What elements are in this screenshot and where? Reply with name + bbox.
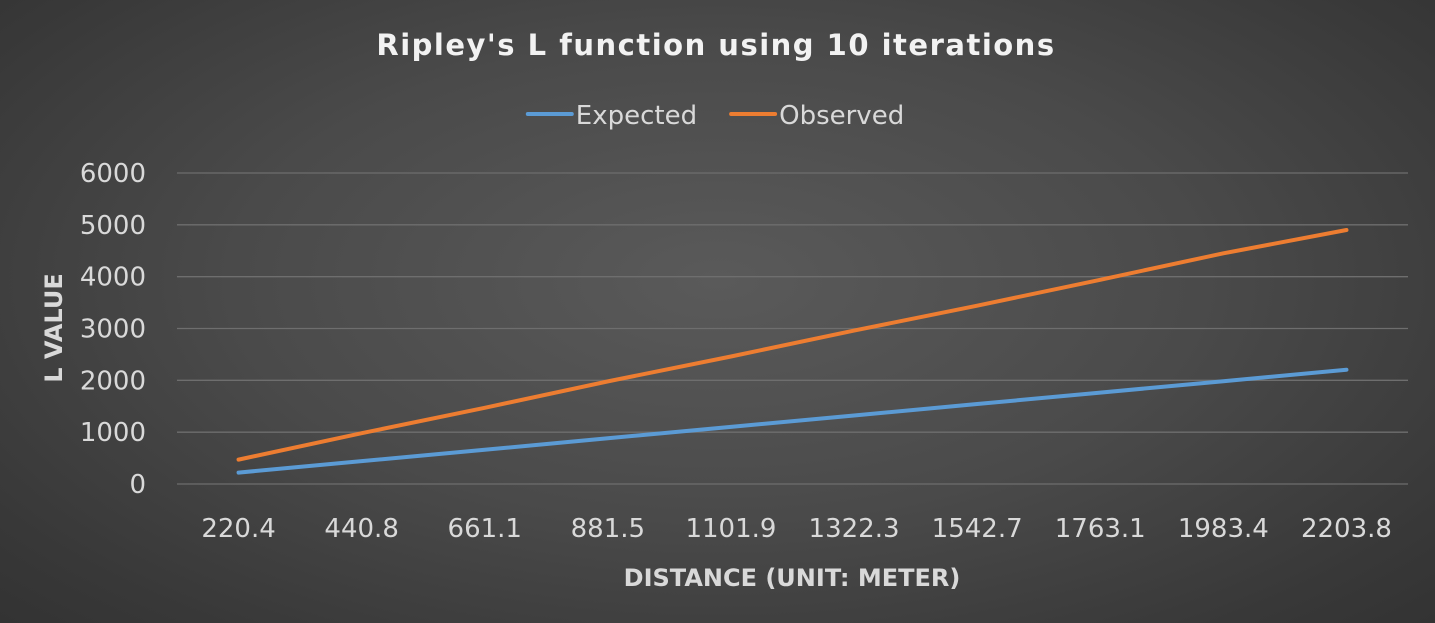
y-tick-label: 4000 xyxy=(80,263,146,293)
legend-label-observed: Observed xyxy=(779,101,904,131)
y-tick-label: 2000 xyxy=(80,366,146,396)
series-lines xyxy=(236,228,1349,475)
x-tick-label: 881.5 xyxy=(571,514,645,544)
y-tick-label: 6000 xyxy=(80,159,146,189)
y-tick-label: 3000 xyxy=(80,315,146,345)
legend-label-expected: Expected xyxy=(576,101,697,131)
y-axis-title: L VALUE xyxy=(40,273,68,383)
x-tick-label: 1322.3 xyxy=(809,514,900,544)
series-line-observed xyxy=(236,228,1349,462)
y-tick-label: 1000 xyxy=(80,418,146,448)
y-tick-label: 0 xyxy=(129,470,146,500)
y-axis-tick-labels: 0 1000 2000 3000 4000 5000 6000 xyxy=(80,159,146,500)
series-line-expected xyxy=(236,367,1349,475)
x-axis-tick-labels: 220.4 440.8 661.1 881.5 1101.9 1322.3 1542.7 17… xyxy=(201,514,1392,544)
x-tick-label: 440.8 xyxy=(324,514,398,544)
x-tick-label: 1101.9 xyxy=(685,514,776,544)
x-tick-label: 661.1 xyxy=(448,514,522,544)
x-tick-label: 1542.7 xyxy=(932,514,1023,544)
x-tick-label: 1983.4 xyxy=(1178,514,1269,544)
x-axis-title: DISTANCE (UNIT: METER) xyxy=(624,564,961,592)
gridlines xyxy=(177,172,1408,485)
x-tick-label: 220.4 xyxy=(201,514,275,544)
x-tick-label: 2203.8 xyxy=(1301,514,1392,544)
legend: Expected Observed xyxy=(525,101,904,131)
y-tick-label: 5000 xyxy=(80,211,146,241)
x-tick-label: 1763.1 xyxy=(1055,514,1146,544)
chart-title: Ripley's L function using 10 iterations xyxy=(376,28,1055,62)
